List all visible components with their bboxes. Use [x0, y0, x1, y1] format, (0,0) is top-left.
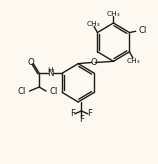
Text: CH₃: CH₃ [107, 11, 120, 17]
Text: CH₃: CH₃ [127, 58, 140, 63]
Text: H: H [48, 67, 53, 73]
Text: N: N [47, 69, 54, 78]
Text: O: O [27, 58, 34, 67]
Text: F: F [88, 109, 93, 118]
Text: Cl: Cl [50, 87, 58, 96]
Text: CH₃: CH₃ [87, 21, 100, 27]
Text: O: O [90, 58, 97, 67]
Text: F: F [79, 115, 84, 124]
Text: Cl: Cl [139, 26, 147, 35]
Text: F: F [70, 109, 75, 118]
Text: Cl: Cl [17, 87, 25, 96]
